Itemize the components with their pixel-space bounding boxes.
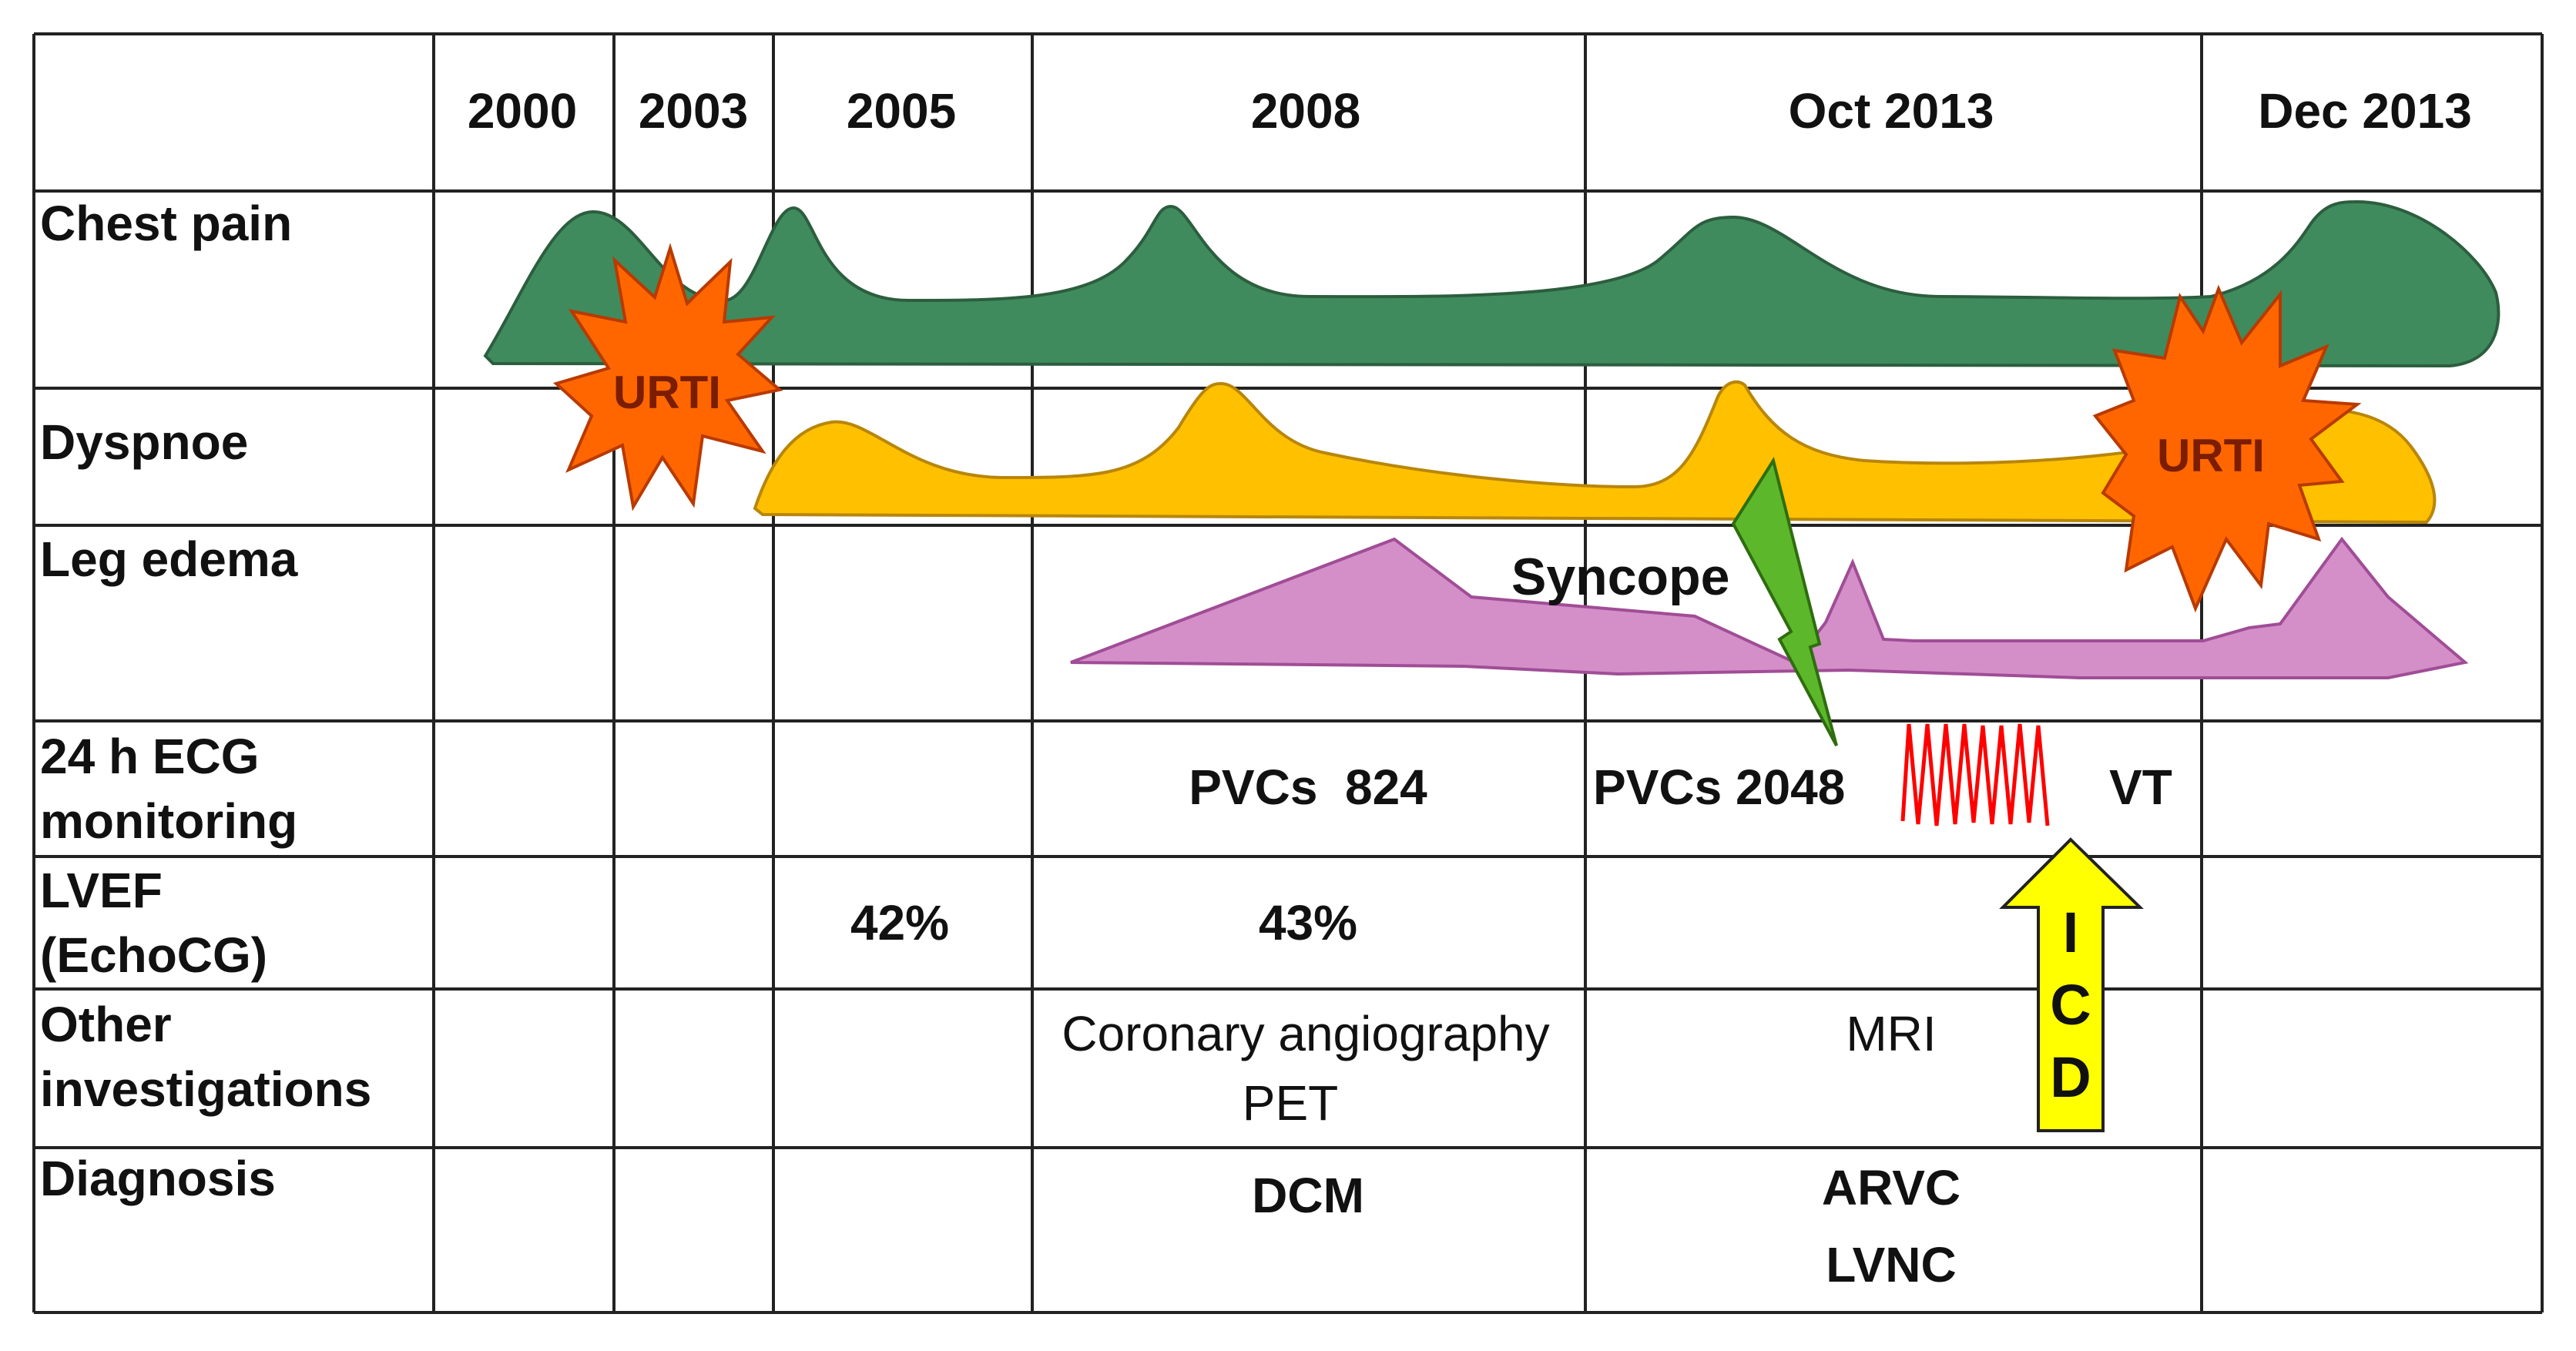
row-label-lvef-line1: LVEF [40, 863, 163, 918]
row-label-ecg-line2: monitoring [40, 793, 297, 849]
row-label-ecg-line1: 24 h ECG [40, 729, 260, 784]
vt-label: VT [2109, 759, 2172, 815]
row-label-lvef-line2: (EchoCG) [40, 927, 267, 983]
vt-trace [1900, 723, 2050, 826]
mri: MRI [1846, 1006, 1936, 1061]
row-label-leg-edema: Leg edema [40, 531, 298, 587]
urti-burst-1 [553, 243, 783, 511]
lvef-2005: 42% [850, 895, 949, 950]
syncope-bolt [1731, 457, 1838, 746]
icd-letter-d: D [2050, 1045, 2091, 1109]
icd-letter-i: I [2063, 900, 2079, 964]
year-2005: 2005 [847, 83, 956, 139]
diagnosis-dcm: DCM [1252, 1168, 1364, 1223]
row-label-dyspnoe: Dyspnoe [40, 414, 248, 470]
row-label-chest-pain: Chest pain [40, 196, 292, 251]
diagnosis-arvc: ARVC [1822, 1160, 1961, 1215]
pvcs-2013: PVCs 2048 [1593, 759, 1845, 815]
row-label-other-line2: investigations [40, 1061, 371, 1117]
chest-pain-band [483, 199, 2501, 368]
row-label-diagnosis: Diagnosis [40, 1151, 276, 1206]
urti-label-1: URTI [613, 367, 721, 418]
table-grid [32, 32, 2544, 1314]
year-2000: 2000 [468, 83, 577, 139]
diagnosis-lvnc: LVNC [1826, 1237, 1956, 1292]
icd-letter-c: C [2050, 973, 2091, 1037]
year-2003: 2003 [639, 83, 748, 139]
leg-edema-band [1070, 536, 2469, 679]
year-dec-2013: Dec 2013 [2258, 83, 2472, 139]
angiography: Coronary angiography [1062, 1006, 1549, 1061]
lvef-2008: 43% [1259, 895, 1357, 950]
icd-arrow [1999, 837, 2144, 1132]
syncope-label: Syncope [1511, 548, 1729, 606]
pvcs-2008: PVCs 824 [1189, 759, 1427, 815]
year-oct-2013: Oct 2013 [1789, 83, 1994, 139]
urti-burst-2 [2092, 284, 2362, 613]
pet: PET [1243, 1075, 1338, 1131]
year-2008: 2008 [1251, 83, 1360, 139]
urti-label-2: URTI [2157, 430, 2265, 481]
row-label-other-line1: Other [40, 997, 172, 1052]
